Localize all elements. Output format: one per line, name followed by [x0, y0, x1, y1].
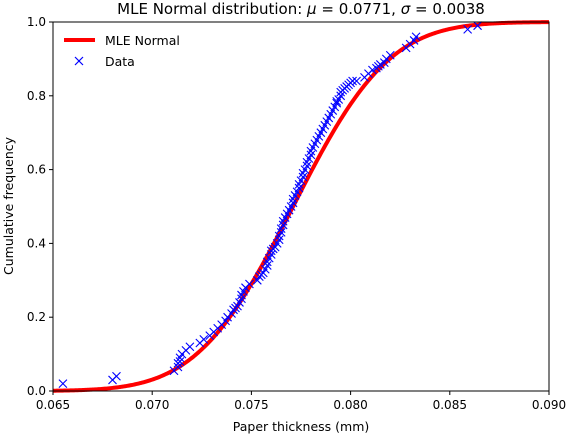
plot-area	[52, 20, 550, 393]
data-point	[266, 250, 276, 259]
data-point	[473, 21, 482, 31]
axis-ticks: 0.065 0.070 0.075 0.080 0.085 0.090 0.0 0.2 0.4 0…	[27, 15, 566, 412]
data-point	[185, 342, 195, 352]
data-point	[245, 279, 254, 289]
data-point	[463, 24, 473, 34]
legend-label-data: Data	[105, 54, 135, 69]
data-point	[237, 294, 246, 304]
data-point	[348, 76, 357, 86]
data-point	[288, 198, 298, 208]
y-tick-label: 0.6	[27, 163, 46, 177]
x-tick-label: 0.085	[433, 398, 467, 412]
data-point	[352, 76, 361, 86]
data-point	[385, 50, 395, 60]
data-point	[336, 91, 346, 101]
chart-title: MLE Normal distribution: μ = 0.0771, σ =…	[117, 0, 485, 18]
data-point	[199, 334, 209, 344]
data-point	[274, 235, 284, 245]
legend-marker-data	[74, 56, 84, 66]
x-tick-label: 0.080	[333, 398, 367, 412]
legend-label-mle-normal: MLE Normal	[105, 33, 180, 48]
data-point	[175, 357, 185, 366]
legend: MLE Normal Data	[64, 33, 180, 69]
series-line-mle-normal	[52, 20, 550, 393]
data-point	[58, 379, 68, 389]
data-point	[173, 362, 183, 372]
y-axis-label: Cumulative frequency	[1, 136, 16, 275]
data-point	[294, 183, 304, 193]
y-tick-label: 1.0	[27, 15, 46, 29]
data-point	[276, 227, 286, 237]
plot-frame	[52, 21, 550, 392]
data-point	[112, 371, 121, 381]
x-tick-label: 0.065	[36, 398, 70, 412]
data-point	[298, 172, 308, 182]
x-axis-label: Paper thickness (mm)	[233, 419, 370, 434]
x-tick-label: 0.090	[532, 398, 566, 412]
data-point	[262, 261, 272, 270]
data-point	[411, 32, 421, 42]
y-tick-label: 0.8	[27, 89, 46, 103]
data-point	[278, 220, 288, 230]
y-tick-label: 0.0	[27, 384, 46, 398]
y-tick-label: 0.4	[27, 236, 46, 250]
data-point	[302, 161, 312, 171]
x-tick-label: 0.075	[234, 398, 268, 412]
data-point	[306, 150, 316, 160]
x-tick-label: 0.070	[135, 398, 169, 412]
y-tick-label: 0.2	[27, 310, 46, 324]
